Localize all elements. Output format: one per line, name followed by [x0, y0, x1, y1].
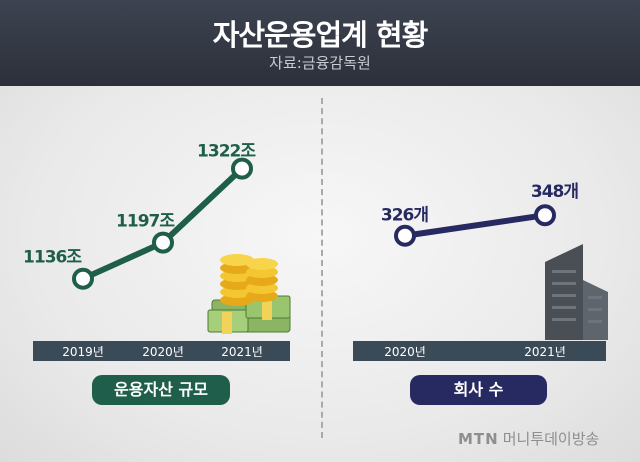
- data-point: [394, 224, 416, 247]
- chart-assets-under-management: 2019년 2020년 2021년 1136조 1197조 1322조: [23, 142, 290, 361]
- chart-label-assets: 운용자산 규모: [92, 375, 230, 405]
- brand-logo: MTN: [458, 430, 499, 448]
- building-icon: [545, 244, 608, 340]
- x-tick-label: 2021년: [524, 345, 566, 359]
- data-point: [72, 267, 94, 290]
- brand-footer: MTN 머니투데이방송: [458, 428, 599, 449]
- data-label: 1197조: [116, 212, 175, 232]
- x-axis-band: [33, 341, 290, 361]
- x-tick-label: 2019년: [62, 345, 104, 359]
- chart-company-count: 2020년 2021년 326개 348개: [353, 182, 606, 361]
- x-axis-band: [353, 341, 606, 361]
- header-banner: 자산운용업계 현황 자료:금융감독원: [0, 0, 640, 86]
- data-label: 1322조: [197, 142, 256, 162]
- data-point: [534, 204, 556, 227]
- panel-divider: [321, 98, 323, 438]
- data-point: [231, 157, 253, 180]
- data-label: 326개: [381, 206, 428, 226]
- x-tick-label: 2021년: [221, 345, 263, 359]
- chart-label-companies: 회사 수: [410, 375, 547, 405]
- x-tick-label: 2020년: [384, 345, 426, 359]
- brand-name: 머니투데이방송: [502, 430, 600, 448]
- money-coins-icon: [207, 254, 291, 334]
- data-label: 348개: [531, 182, 578, 202]
- series-line: [402, 212, 548, 239]
- page-title: 자산운용업계 현황: [212, 18, 429, 52]
- data-label: 1136조: [23, 248, 82, 268]
- source-note: 자료:금융감독원: [269, 54, 371, 72]
- x-tick-label: 2020년: [142, 345, 184, 359]
- data-point: [152, 231, 174, 254]
